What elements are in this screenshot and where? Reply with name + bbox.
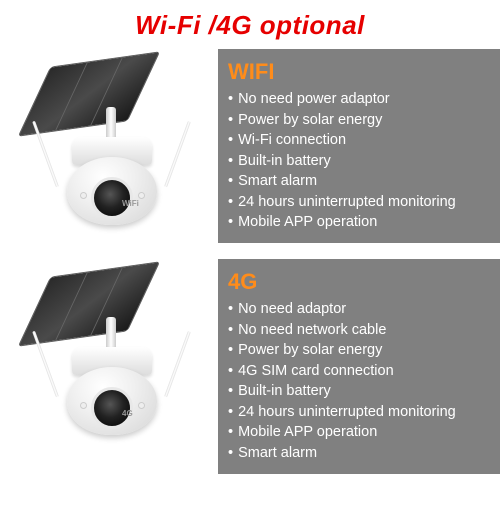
info-panel-wifi: WIFI •No need power adaptor•Power by sol… (218, 49, 500, 243)
feature-item: •Built-in battery (228, 151, 488, 172)
camera-lens-icon (91, 177, 133, 219)
feature-text: Power by solar energy (238, 110, 382, 131)
bullet-icon: • (228, 361, 233, 382)
bullet-icon: • (228, 299, 233, 320)
camera-lens-icon (91, 387, 133, 429)
feature-item: •24 hours uninterrupted monitoring (228, 192, 488, 213)
feature-item: •Wi-Fi connection (228, 130, 488, 151)
antenna-right-icon (164, 331, 191, 398)
feature-item: •4G SIM card connection (228, 361, 488, 382)
bullet-icon: • (228, 151, 233, 172)
bullet-icon: • (228, 422, 233, 443)
bullet-icon: • (228, 443, 233, 464)
bullet-icon: • (228, 402, 233, 423)
feature-text: Smart alarm (238, 443, 317, 464)
feature-text: Built-in battery (238, 151, 331, 172)
section-title-4g: 4G (228, 269, 488, 295)
feature-text: 4G SIM card connection (238, 361, 394, 382)
feature-text: No need network cable (238, 320, 386, 341)
led-icon (80, 402, 87, 409)
info-panel-4g: 4G •No need adaptor•No need network cabl… (218, 259, 500, 474)
feature-text: Wi-Fi connection (238, 130, 346, 151)
feature-text: Power by solar energy (238, 340, 382, 361)
led-icon (138, 402, 145, 409)
bullet-icon: • (228, 340, 233, 361)
antenna-right-icon (164, 121, 191, 188)
feature-item: •Built-in battery (228, 381, 488, 402)
feature-list-4g: •No need adaptor•No need network cable•P… (228, 299, 488, 464)
feature-item: •No need adaptor (228, 299, 488, 320)
feature-text: 24 hours uninterrupted monitoring (238, 402, 456, 423)
bullet-icon: • (228, 110, 233, 131)
led-icon (80, 192, 87, 199)
feature-item: •Smart alarm (228, 443, 488, 464)
feature-item: •Power by solar energy (228, 110, 488, 131)
feature-text: Mobile APP operation (238, 422, 377, 443)
feature-text: Mobile APP operation (238, 212, 377, 233)
section-title-wifi: WIFI (228, 59, 488, 85)
connectivity-badge: WiFi (122, 199, 139, 208)
feature-text: No need adaptor (238, 299, 346, 320)
camera-illustration-4g: 4G (14, 259, 204, 449)
bullet-icon: • (228, 192, 233, 213)
solar-panel-icon (18, 261, 161, 346)
solar-panel-icon (18, 51, 161, 136)
product-image-4g: 4G (0, 259, 218, 449)
bullet-icon: • (228, 212, 233, 233)
feature-item: •No need power adaptor (228, 89, 488, 110)
bullet-icon: • (228, 89, 233, 110)
feature-item: •Mobile APP operation (228, 422, 488, 443)
section-4g: 4G 4G •No need adaptor•No need network c… (0, 259, 500, 505)
bullet-icon: • (228, 171, 233, 192)
bullet-icon: • (228, 381, 233, 402)
feature-item: •Power by solar energy (228, 340, 488, 361)
feature-text: No need power adaptor (238, 89, 390, 110)
bullet-icon: • (228, 130, 233, 151)
feature-list-wifi: •No need power adaptor•Power by solar en… (228, 89, 488, 233)
feature-item: •Smart alarm (228, 171, 488, 192)
camera-illustration-wifi: WiFi (14, 49, 204, 239)
feature-text: Smart alarm (238, 171, 317, 192)
led-icon (138, 192, 145, 199)
feature-item: •24 hours uninterrupted monitoring (228, 402, 488, 423)
headline: Wi-Fi /4G optional (0, 0, 500, 49)
feature-text: Built-in battery (238, 381, 331, 402)
connectivity-badge: 4G (122, 409, 133, 418)
section-wifi: WiFi WIFI •No need power adaptor•Power b… (0, 49, 500, 259)
feature-item: •Mobile APP operation (228, 212, 488, 233)
product-image-wifi: WiFi (0, 49, 218, 239)
headline-text: Wi-Fi /4G optional (135, 10, 365, 40)
bullet-icon: • (228, 320, 233, 341)
infographic-container: Wi-Fi /4G optional WiFi WIFI •No need po… (0, 0, 500, 500)
feature-text: 24 hours uninterrupted monitoring (238, 192, 456, 213)
feature-item: •No need network cable (228, 320, 488, 341)
